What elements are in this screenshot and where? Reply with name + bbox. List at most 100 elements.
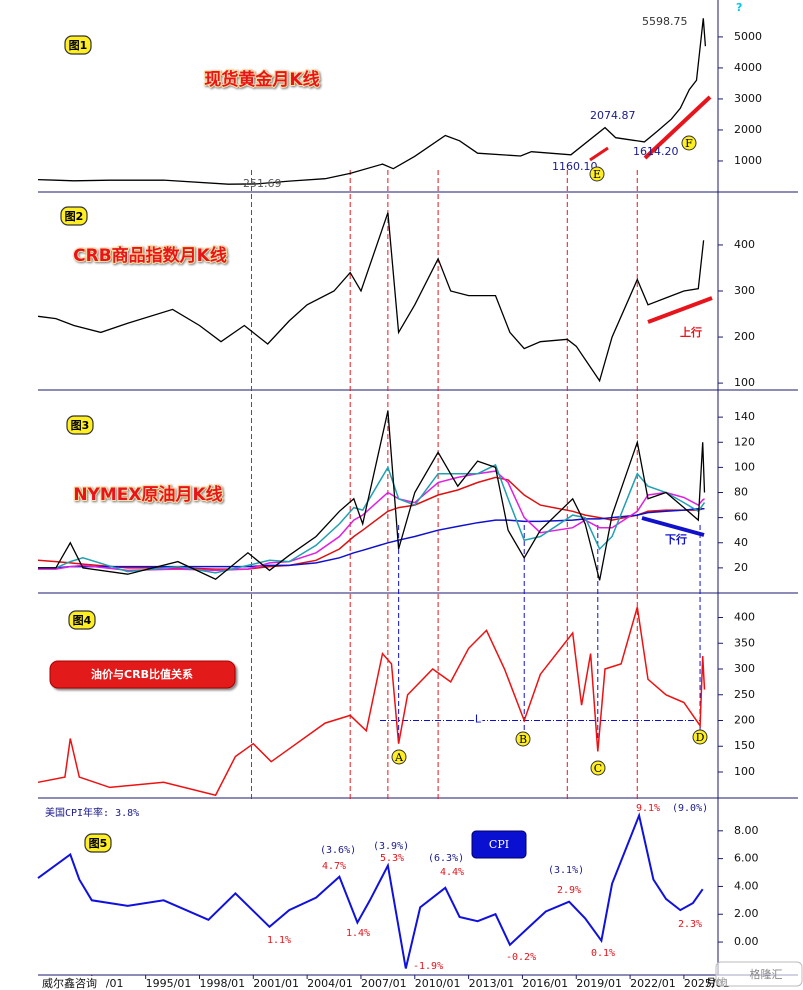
annotation: 1.4% — [346, 928, 370, 939]
y-tick-label: 60 — [734, 511, 748, 524]
annotation: F — [685, 137, 693, 150]
y-tick-label: 3000 — [734, 92, 762, 105]
annotation: B — [519, 733, 527, 746]
panel-label: 图4 — [73, 614, 92, 627]
panel-title: CPI — [489, 838, 509, 851]
y-tick-label: 100 — [734, 460, 755, 473]
badge — [60, 206, 88, 226]
marker-badge — [515, 731, 531, 747]
annotation: (3.9%) — [373, 841, 409, 852]
annotation: 1.1% — [267, 935, 291, 946]
annotation: D — [696, 731, 705, 744]
marker-badge — [692, 729, 708, 745]
y-tick-label: 4000 — [734, 61, 762, 74]
y-tick-label: 1000 — [734, 154, 762, 167]
marker-badge — [681, 135, 697, 151]
y-tick-label: 150 — [734, 739, 755, 752]
badge — [68, 610, 96, 630]
annotation: 9.1% — [636, 803, 660, 814]
y-tick-label: 120 — [734, 435, 755, 448]
y-tick-label: 4.00 — [734, 879, 759, 892]
y-tick-label: 100 — [734, 765, 755, 778]
panel-title: CRB商品指数月K线 — [73, 245, 227, 266]
y-tick-label: 400 — [734, 611, 755, 624]
y-tick-label: 250 — [734, 688, 755, 701]
annotation: ? — [736, 1, 742, 14]
annotation: 上行 — [680, 325, 702, 339]
annotation: 2074.87 — [590, 109, 636, 122]
x-tick-label: 2010/01 — [415, 977, 461, 990]
x-tick-label: 2001/01 — [253, 977, 299, 990]
data-line — [37, 606, 706, 797]
source-box — [0, 976, 106, 990]
x-tick-label: 2013/01 — [469, 977, 515, 990]
x-tick-label: 2016/01 — [522, 977, 568, 990]
y-tick-label: 2.00 — [734, 907, 759, 920]
badge — [64, 35, 92, 55]
data-line — [37, 18, 707, 185]
y-tick-label: 100 — [734, 376, 755, 389]
annotation: (3.1%) — [548, 865, 584, 876]
x-tick-label: 2004/01 — [307, 977, 353, 990]
annotation: (9.0%) — [672, 803, 708, 814]
y-tick-label: 200 — [734, 714, 755, 727]
panel-title: 油价与CRB比值关系 — [91, 667, 193, 681]
trend-line — [589, 146, 609, 162]
trend-line — [647, 296, 713, 324]
trend-line — [643, 95, 712, 160]
y-tick-label: 200 — [734, 330, 755, 343]
annotation: 251.69 — [243, 177, 282, 190]
y-tick-label: 300 — [734, 662, 755, 675]
annotation: (6.3%) — [428, 853, 464, 864]
data-line — [38, 508, 705, 569]
x-tick-label: 2007/01 — [361, 977, 407, 990]
annotation: -0.2% — [506, 952, 536, 963]
annotation: 0.1% — [591, 948, 615, 959]
data-line — [38, 410, 706, 581]
y-tick-label: 300 — [734, 284, 755, 297]
y-tick-label: 5000 — [734, 30, 762, 43]
data-line — [37, 812, 704, 969]
data-line — [38, 470, 705, 572]
annotation: 5.3% — [380, 853, 404, 864]
x-tick-label: 2019/01 — [576, 977, 622, 990]
annotation: 4.4% — [440, 867, 464, 878]
annotation: 2.9% — [557, 885, 581, 896]
y-tick-label: 20 — [734, 561, 748, 574]
marker-badge — [391, 749, 407, 765]
x-tick-label: 1998/01 — [199, 977, 245, 990]
y-tick-label: 8.00 — [734, 824, 759, 837]
source: 威尔鑫咨询 — [42, 976, 97, 990]
y-tick-label: 2000 — [734, 123, 762, 136]
panel-title: NYMEX原油月K线 — [73, 484, 222, 505]
marker-badge — [590, 760, 606, 776]
annotation: 1160.10 — [552, 160, 598, 173]
annotation: 美国CPI年率: 3.8% — [45, 806, 139, 819]
panel-label: 图5 — [89, 837, 108, 850]
y-tick-label: 400 — [734, 238, 755, 251]
panel-label: 图2 — [65, 210, 84, 223]
annotation: 下行 — [665, 532, 687, 546]
title-box — [471, 830, 527, 859]
annotation: 1614.20 — [633, 145, 679, 158]
y-tick-label: 350 — [734, 636, 755, 649]
title-box — [49, 660, 236, 689]
annotation: 4.7% — [322, 861, 346, 872]
x-tick-label: 1995/01 — [146, 977, 192, 990]
y-tick-label: 80 — [734, 486, 748, 499]
annotation: 5598.75 — [642, 15, 688, 28]
marker-badge — [589, 166, 605, 182]
panel-label: 图3 — [71, 419, 90, 432]
annotation: -1.9% — [413, 961, 443, 972]
y-tick-label: 40 — [734, 536, 748, 549]
panel-title: 现货黄金月K线 — [204, 69, 319, 90]
reference-label: L — [475, 713, 482, 726]
badge — [66, 415, 94, 435]
data-line — [38, 463, 706, 574]
annotation: E — [593, 168, 601, 181]
watermark-box — [715, 961, 803, 987]
y-tick-label: 140 — [734, 410, 755, 423]
y-tick-label: 6.00 — [734, 852, 759, 865]
y-tick-label: 0.00 — [734, 935, 759, 948]
